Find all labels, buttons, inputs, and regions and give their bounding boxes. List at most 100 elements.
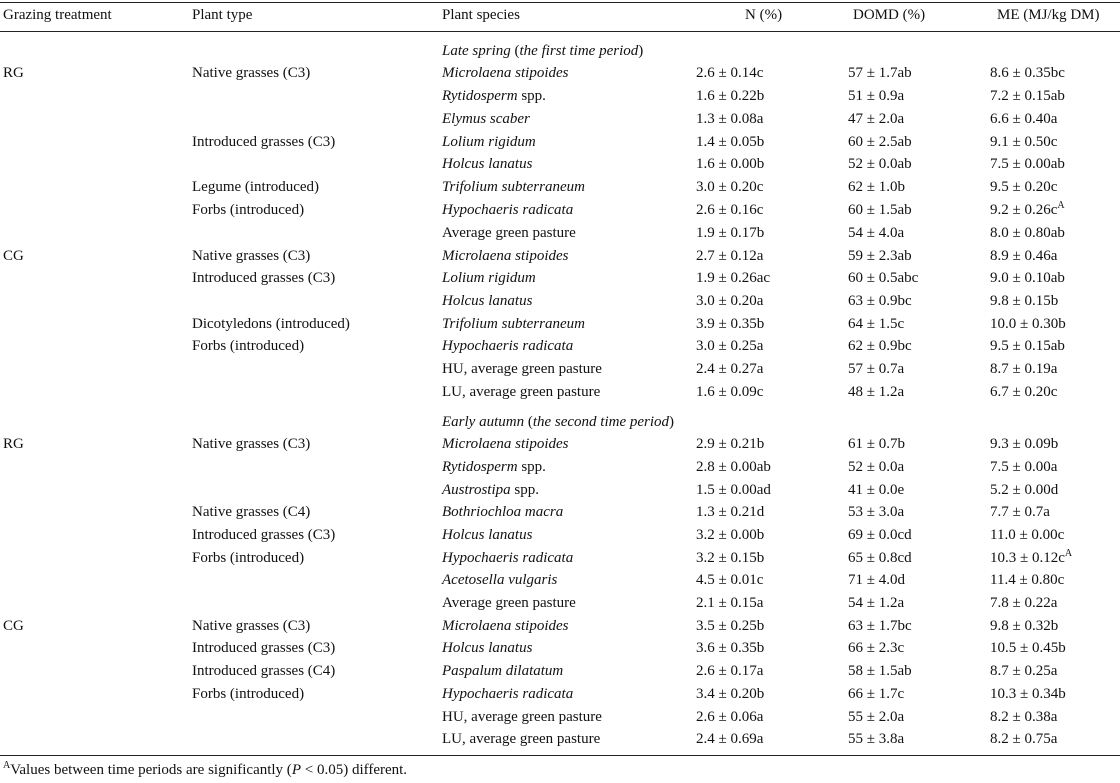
bottom-rule	[0, 755, 1120, 756]
me-value: 8.7 ± 0.25a	[990, 663, 1058, 679]
me-value: 5.2 ± 0.00d	[990, 482, 1059, 498]
cell-n: 2.6 ± 0.16c	[696, 202, 764, 218]
footnote-text-after: < 0.05) different.	[300, 762, 408, 778]
cell-plant-species: Elymus scaber	[442, 108, 530, 130]
cell-plant-species: Microlaena stipoides	[442, 245, 569, 267]
cell-n: 4.5 ± 0.01c	[696, 572, 764, 588]
table-row: Dicotyledons (introduced) Trifolium subte…	[0, 313, 1120, 335]
cell-me: 9.0 ± 0.10ab	[990, 267, 1065, 289]
cell-me: 8.0 ± 0.80ab	[990, 222, 1065, 244]
cell-n: 3.0 ± 0.20c	[696, 179, 764, 195]
footnote-p: P	[291, 762, 301, 778]
cell-plant-species: Bothriochloa macra	[442, 501, 563, 523]
species-name: Holcus lanatus	[442, 527, 533, 543]
species-name: Acetosella vulgaris	[442, 572, 558, 588]
cell-me: 11.4 ± 0.80c	[990, 569, 1064, 591]
cell-plant-type: Forbs (introduced)	[192, 202, 305, 218]
species-name: Hypochaeris radicata	[442, 338, 574, 354]
species-suffix: spp.	[517, 88, 546, 104]
cell-plant-species: Holcus lanatus	[442, 637, 532, 659]
species-name: Average green pasture	[442, 595, 576, 611]
species-name: Paspalum dilatatum	[442, 663, 564, 679]
cell-plant-species: Hypochaeris radicata	[442, 335, 573, 357]
species-name: Austrostipa	[442, 482, 511, 498]
cell-plant-type: Native grasses (C4)	[192, 504, 311, 520]
cell-n: 2.9 ± 0.21b	[696, 436, 765, 452]
cell-me: 10.3 ± 0.34b	[990, 683, 1066, 705]
cell-plant-species: Holcus lanatus	[442, 290, 532, 312]
table-row: Forbs (introduced) Hypochaeris radicata 3.…	[0, 547, 1120, 569]
cell-domd: 60 ± 1.5ab	[848, 202, 912, 218]
me-value: 6.6 ± 0.40a	[990, 111, 1058, 127]
species-suffix: spp.	[517, 459, 546, 475]
table-row: Holcus lanatus 3.0 ± 0.20a 63 ± 0.9bc 9.8 ±…	[0, 290, 1120, 312]
cell-plant-type: Forbs (introduced)	[192, 338, 305, 354]
cell-plant-species: Acetosella vulgaris	[442, 569, 557, 591]
period-title-row: Late spring (the first time period)	[0, 40, 1120, 62]
table-row: HU, average green pasture 2.6 ± 0.06a 55 ±…	[0, 706, 1120, 728]
cell-me: 8.6 ± 0.35bc	[990, 62, 1065, 84]
species-name: Elymus scaber	[442, 111, 530, 127]
period-title: Late spring (the first time period)	[442, 40, 643, 62]
period-season: Late spring	[442, 43, 511, 59]
cell-domd: 71 ± 4.0d	[848, 572, 905, 588]
cell-me: 7.5 ± 0.00ab	[990, 153, 1065, 175]
me-value: 7.8 ± 0.22a	[990, 595, 1058, 611]
cell-plant-type: Forbs (introduced)	[192, 686, 305, 702]
species-name: LU, average green pasture	[442, 384, 601, 400]
me-value: 10.5 ± 0.45b	[990, 640, 1066, 656]
cell-n: 3.2 ± 0.00b	[696, 527, 765, 543]
cell-domd: 69 ± 0.0cd	[848, 527, 912, 543]
table-row: Introduced grasses (C4) Paspalum dilatatu…	[0, 660, 1120, 682]
species-name: Lolium rigidum	[442, 270, 536, 286]
cell-domd: 52 ± 0.0a	[848, 459, 905, 475]
period-season: Early autumn	[442, 414, 525, 430]
cell-plant-type: Native grasses (C3)	[192, 248, 311, 264]
header-n: N (%)	[745, 7, 783, 23]
table-row: RG Native grasses (C3) Microlaena stipoide…	[0, 62, 1120, 84]
cell-domd: 59 ± 2.3ab	[848, 248, 912, 264]
cell-me: 7.2 ± 0.15ab	[990, 85, 1065, 107]
cell-domd: 41 ± 0.0e	[848, 482, 905, 498]
cell-me: 6.7 ± 0.20c	[990, 381, 1057, 403]
cell-domd: 60 ± 2.5ab	[848, 134, 912, 150]
cell-n: 2.7 ± 0.12a	[696, 248, 764, 264]
cell-plant-type: Native grasses (C3)	[192, 618, 311, 634]
cell-me: 10.0 ± 0.30b	[990, 313, 1066, 335]
cell-me: 9.2 ± 0.26cA	[990, 199, 1065, 221]
me-value: 8.7 ± 0.19a	[990, 361, 1058, 377]
table-row: RG Native grasses (C3) Microlaena stipoide…	[0, 433, 1120, 455]
cell-plant-species: Microlaena stipoides	[442, 615, 569, 637]
period-title: Early autumn (the second time period)	[442, 411, 674, 433]
me-value: 9.0 ± 0.10ab	[990, 270, 1065, 286]
cell-plant-species: Average green pasture	[442, 592, 576, 614]
table-row: Elymus scaber 1.3 ± 0.08a 47 ± 2.0a 6.6 ± 0…	[0, 108, 1120, 130]
me-value: 9.8 ± 0.15b	[990, 293, 1059, 309]
me-value: 6.7 ± 0.20c	[990, 384, 1058, 400]
period-open-paren: (	[524, 414, 533, 430]
me-value: 11.4 ± 0.80c	[990, 572, 1065, 588]
cell-plant-type: Introduced grasses (C3)	[192, 134, 336, 150]
cell-n: 1.5 ± 0.00ad	[696, 482, 771, 498]
cell-plant-type: Introduced grasses (C3)	[192, 527, 336, 543]
cell-domd: 53 ± 3.0a	[848, 504, 905, 520]
cell-n: 1.9 ± 0.26ac	[696, 270, 771, 286]
table-row: Forbs (introduced) Hypochaeris radicata 2.…	[0, 199, 1120, 221]
cell-me: 10.3 ± 0.12cA	[990, 547, 1072, 569]
period-close-paren: )	[638, 43, 644, 59]
header-me: ME (MJ/kg DM)	[997, 7, 1100, 23]
cell-plant-species: Lolium rigidum	[442, 267, 536, 289]
cell-plant-type: Introduced grasses (C4)	[192, 663, 336, 679]
table-row: Introduced grasses (C3) Lolium rigidum 1.4…	[0, 131, 1120, 153]
cell-plant-species: Holcus lanatus	[442, 524, 532, 546]
me-superscript: A	[1057, 200, 1065, 211]
me-value: 9.2 ± 0.26c	[990, 202, 1058, 218]
cell-me: 6.6 ± 0.40a	[990, 108, 1057, 130]
cell-domd: 63 ± 0.9bc	[848, 293, 912, 309]
me-value: 7.2 ± 0.15ab	[990, 88, 1065, 104]
cell-n: 3.2 ± 0.15b	[696, 550, 765, 566]
period-description: the first time period	[519, 43, 639, 59]
cell-me: 7.7 ± 0.7a	[990, 501, 1050, 523]
cell-n: 3.9 ± 0.35b	[696, 316, 765, 332]
cell-plant-species: Trifolium subterraneum	[442, 176, 585, 198]
